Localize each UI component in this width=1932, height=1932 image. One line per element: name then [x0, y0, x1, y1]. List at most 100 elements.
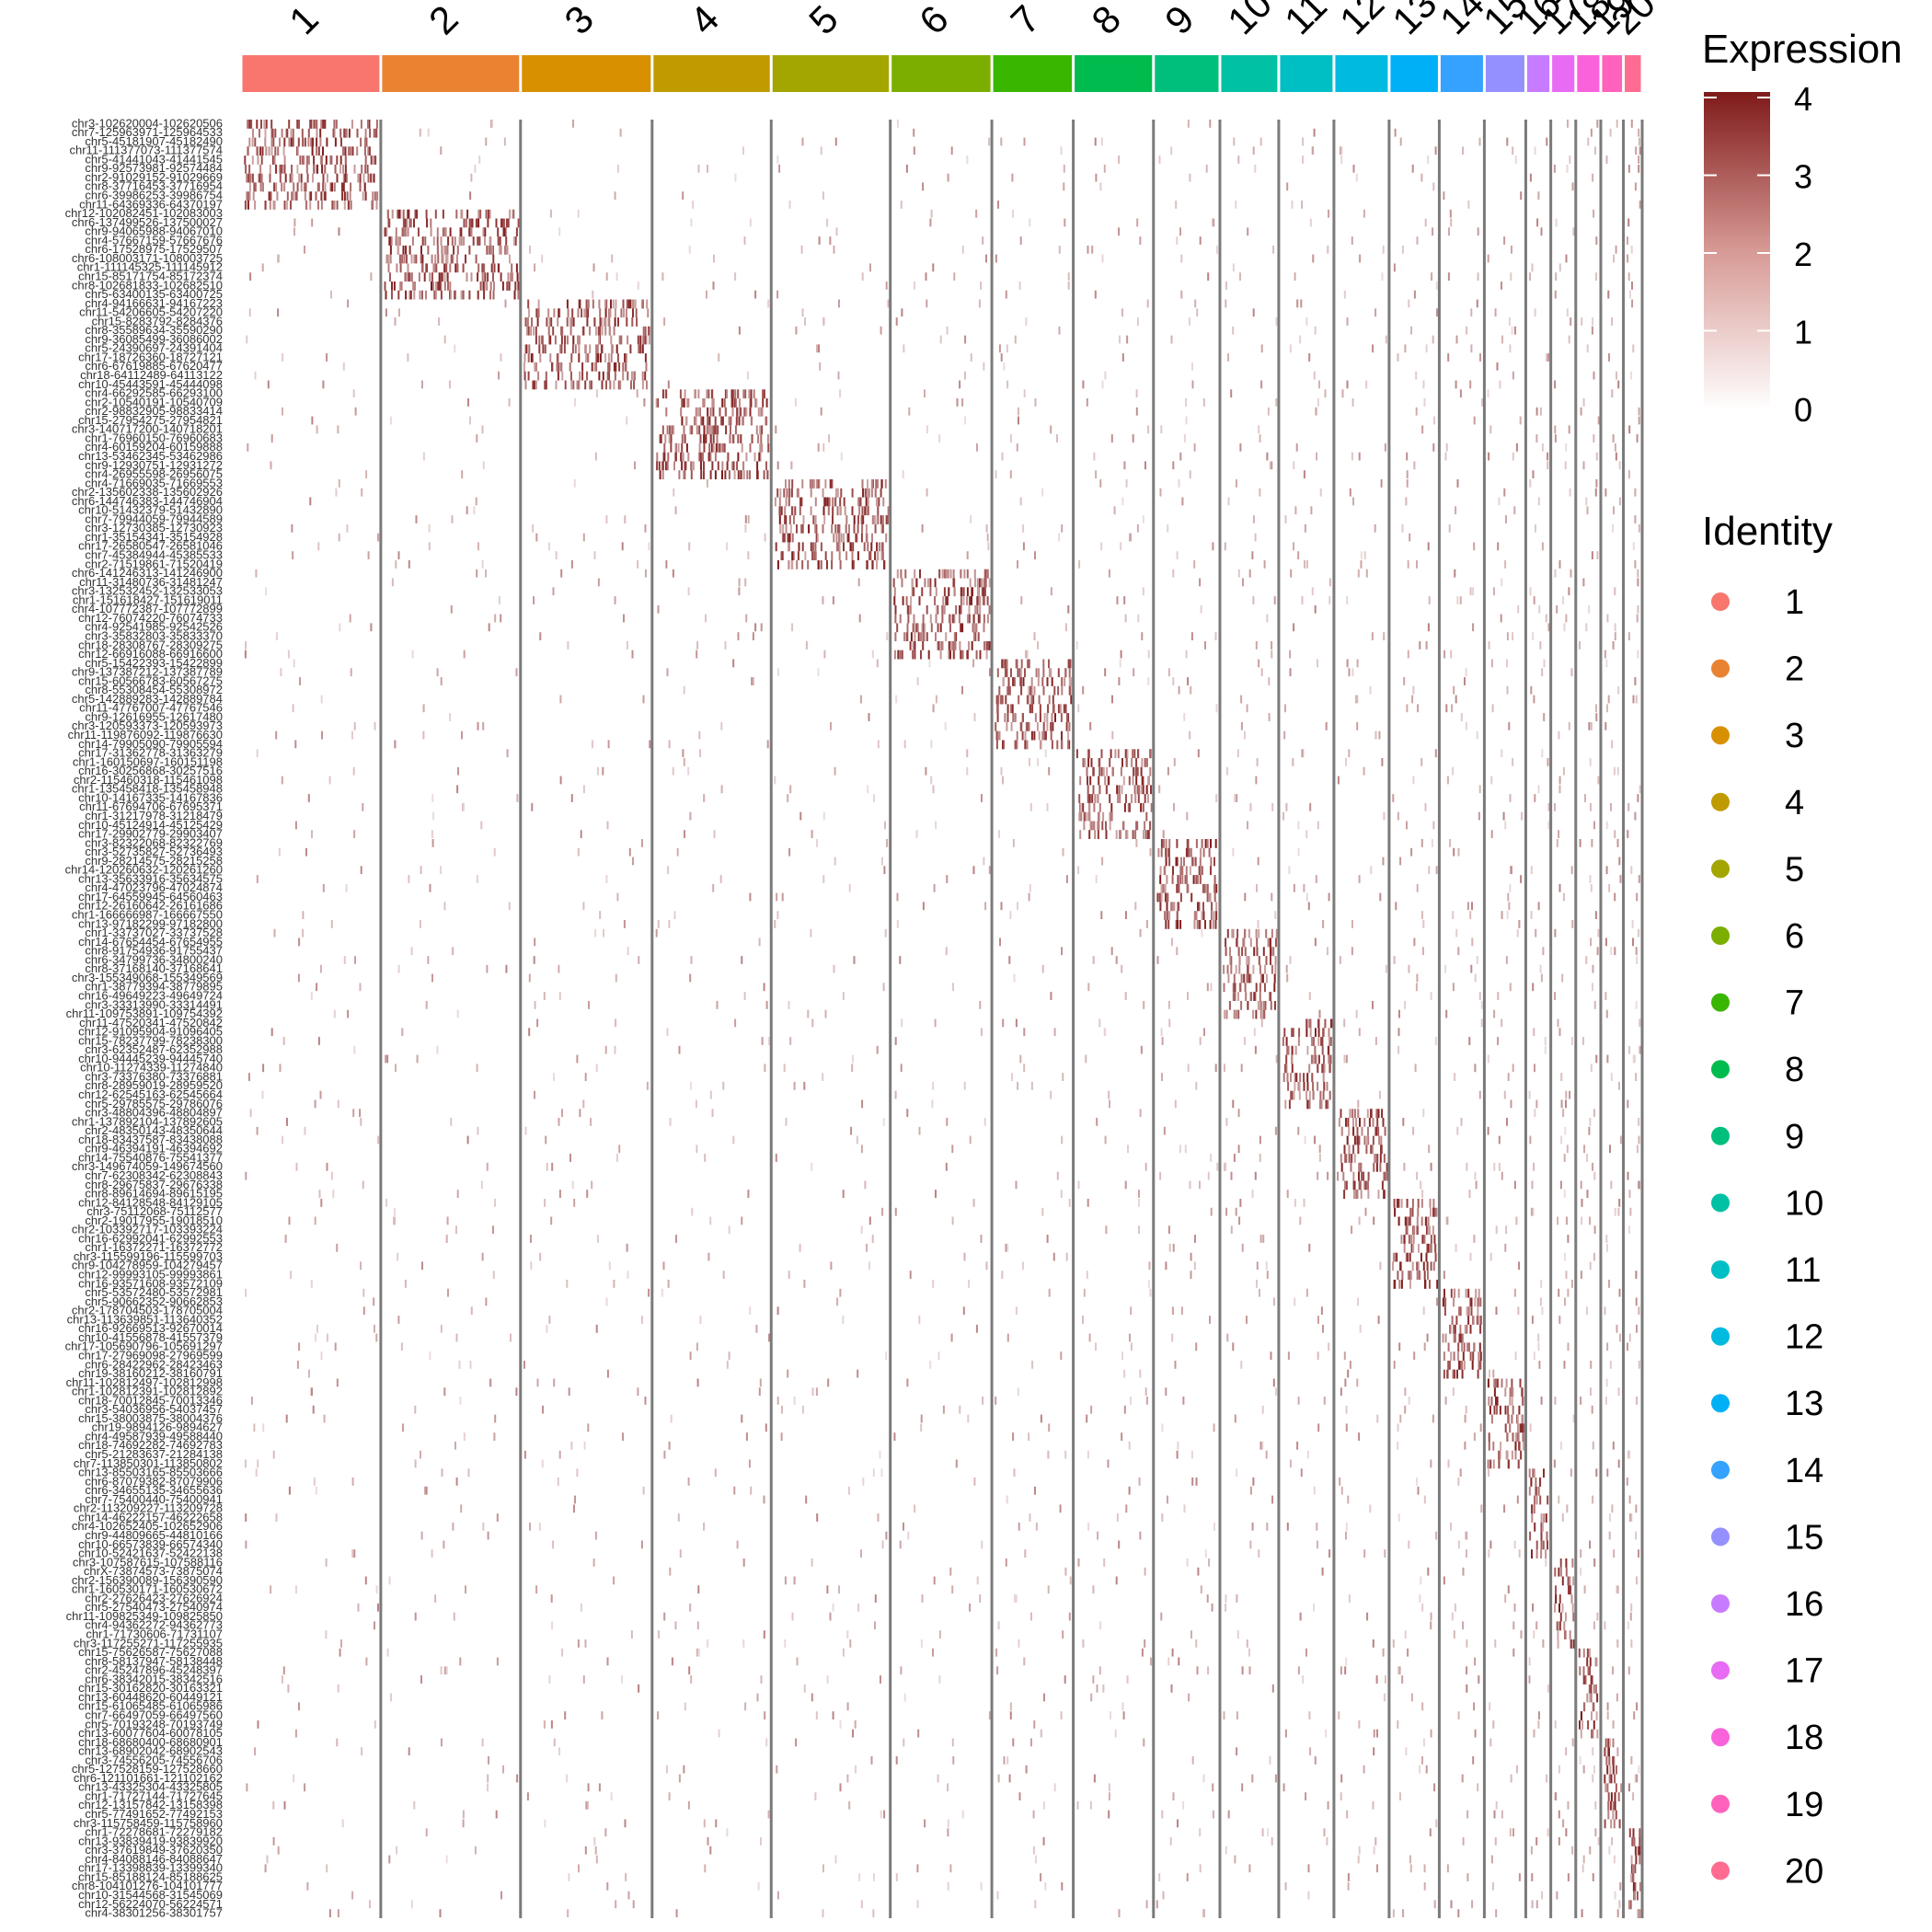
- heatmap-cell: [1298, 1090, 1301, 1100]
- heatmap-cell: [673, 488, 675, 497]
- heatmap-cell: [1017, 1387, 1019, 1397]
- heatmap-cell: [1319, 1090, 1322, 1100]
- heatmap-cell: [1317, 1540, 1318, 1549]
- heatmap-cell: [408, 290, 411, 300]
- heatmap-cell: [1060, 146, 1063, 155]
- heatmap-cell: [1006, 1333, 1009, 1342]
- heatmap-cell: [874, 523, 877, 534]
- heatmap-cell: [515, 263, 518, 273]
- heatmap-cell: [816, 1513, 819, 1522]
- heatmap-cell: [1029, 704, 1031, 714]
- heatmap-cell: [1018, 695, 1020, 705]
- heatmap-cell: [481, 560, 484, 569]
- heatmap-cell: [1612, 434, 1615, 443]
- heatmap-cell: [340, 182, 343, 192]
- heatmap-cell: [1304, 523, 1306, 533]
- heatmap-cell: [441, 245, 443, 255]
- cluster-bar-1: [242, 55, 380, 92]
- heatmap-cell: [1474, 1064, 1477, 1073]
- heatmap-cell: [1128, 1486, 1131, 1495]
- heatmap-cell: [1370, 1109, 1372, 1119]
- heatmap-cell: [740, 407, 742, 417]
- heatmap-cell: [272, 137, 275, 147]
- heatmap-cell: [689, 973, 692, 983]
- heatmap-cell: [617, 380, 620, 390]
- heatmap-cell: [828, 434, 830, 443]
- heatmap-cell: [952, 983, 954, 992]
- heatmap-cell: [1447, 353, 1450, 362]
- heatmap-cell: [558, 1190, 561, 1198]
- heatmap-cell: [1369, 685, 1372, 695]
- heatmap-cell: [487, 272, 489, 282]
- heatmap-cell: [489, 282, 492, 291]
- heatmap-cell: [364, 128, 367, 138]
- heatmap-cell: [995, 1397, 997, 1405]
- heatmap-cell: [1168, 857, 1171, 867]
- heatmap-cell: [1611, 740, 1614, 749]
- heatmap-cell: [538, 335, 541, 345]
- heatmap-cell: [1396, 1199, 1398, 1208]
- heatmap-cell: [858, 614, 861, 623]
- heatmap-cell: [1284, 1064, 1287, 1074]
- heatmap-cell: [527, 353, 530, 362]
- heatmap-cell: [1452, 1387, 1455, 1397]
- heatmap-cell: [858, 506, 861, 516]
- heatmap-cell: [1061, 947, 1064, 956]
- heatmap-cell: [1142, 785, 1144, 795]
- heatmap-cell: [1357, 1144, 1360, 1155]
- heatmap-cell: [885, 1531, 888, 1540]
- heatmap-cell: [322, 146, 324, 156]
- heatmap-cell: [1467, 1316, 1470, 1325]
- heatmap-cell: [468, 227, 471, 237]
- heatmap-cell: [1179, 227, 1181, 236]
- heatmap-cell: [1159, 488, 1162, 497]
- heatmap-cell: [1541, 749, 1544, 758]
- heatmap-cell: [1455, 695, 1457, 704]
- heatmap-cell: [848, 523, 850, 534]
- heatmap-cell: [1416, 1216, 1419, 1226]
- heatmap-cell: [1349, 488, 1351, 497]
- heatmap-cell: [691, 1207, 694, 1216]
- heatmap-cell: [1047, 704, 1050, 714]
- heatmap-cell: [614, 596, 616, 604]
- heatmap-cell: [1523, 1441, 1524, 1451]
- heatmap-cell: [742, 470, 745, 479]
- heatmap-cell: [865, 497, 868, 507]
- heatmap-cell: [742, 416, 744, 426]
- heatmap-cell: [1458, 1361, 1461, 1370]
- heatmap-cell: [1605, 1235, 1608, 1243]
- heatmap-cell: [1555, 218, 1558, 227]
- heatmap-cell: [1181, 497, 1184, 506]
- heatmap-cell: [979, 604, 982, 615]
- heatmap-cell: [1251, 1190, 1254, 1198]
- heatmap-cell: [1474, 1171, 1477, 1180]
- heatmap-cell: [1214, 920, 1217, 929]
- heatmap-cell: [1369, 1504, 1372, 1513]
- heatmap-cell: [1193, 911, 1196, 920]
- cluster-bar-15: [1485, 55, 1524, 92]
- heatmap-cell: [1038, 695, 1041, 705]
- heatmap-cell: [605, 875, 608, 883]
- heatmap-cell: [1566, 308, 1569, 317]
- heatmap-cell: [1142, 802, 1144, 812]
- heatmap-cell: [1041, 964, 1044, 973]
- heatmap-cell: [1565, 614, 1568, 623]
- heatmap-cell: [1462, 146, 1465, 155]
- heatmap-cell: [1468, 1037, 1471, 1045]
- heatmap-cell: [730, 389, 733, 399]
- heatmap-cell: [1259, 983, 1261, 993]
- heatmap-cell: [1360, 560, 1363, 569]
- heatmap-cell: [1634, 488, 1637, 497]
- heatmap-cell: [460, 290, 463, 300]
- heatmap-cell: [1283, 730, 1286, 740]
- heatmap-cell: [953, 614, 956, 624]
- heatmap-cell: [1506, 137, 1509, 146]
- heatmap-cell: [1238, 956, 1241, 965]
- heatmap-cell: [1252, 596, 1255, 604]
- heatmap-cell: [1057, 668, 1060, 678]
- heatmap-cell: [603, 928, 605, 937]
- heatmap-cell: [896, 569, 899, 579]
- heatmap-cell: [1099, 479, 1102, 488]
- heatmap-cell: [921, 587, 924, 597]
- heatmap-cell: [546, 317, 548, 327]
